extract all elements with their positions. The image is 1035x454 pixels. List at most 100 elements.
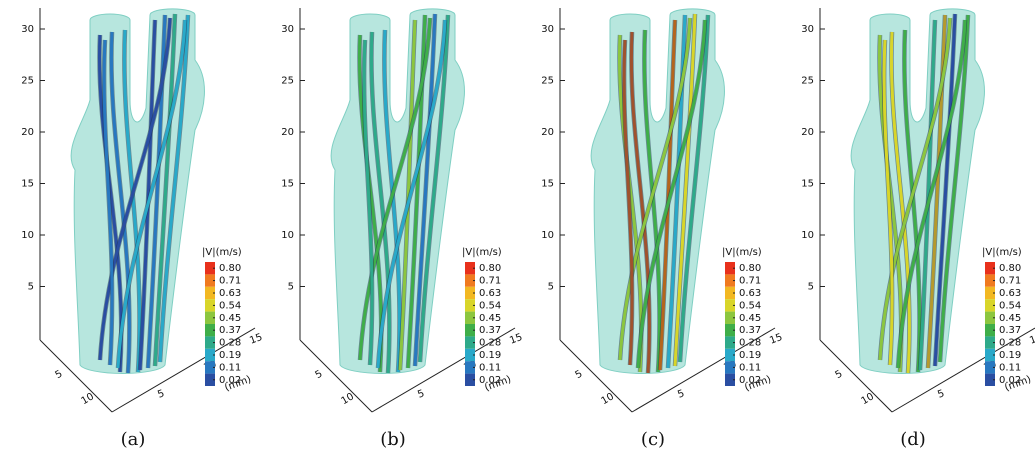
colorbar-swatch [725, 262, 735, 275]
z-tick-label: 20 [541, 127, 554, 138]
colorbar-title: |V|(m/s) [722, 247, 762, 258]
y-tick-label: 5 [314, 368, 325, 381]
colorbar-swatch [205, 348, 215, 362]
colorbar-swatch [985, 324, 995, 337]
colorbar-label: 0.28 [219, 338, 241, 349]
colorbar-label: 0.54 [219, 300, 241, 311]
colorbar-label: 0.45 [219, 313, 241, 324]
streamline [889, 31, 911, 374]
streamline [98, 17, 172, 361]
z-tick-label: 5 [288, 282, 294, 293]
colorbar-label: 0.80 [219, 263, 241, 274]
colorbar-swatch [205, 336, 215, 349]
z-tick-label: 10 [281, 230, 294, 241]
colorbar-label: 0.28 [739, 338, 761, 349]
colorbar-label: 0.45 [479, 313, 501, 324]
streamline [158, 14, 190, 363]
z-tick-label: 10 [541, 230, 554, 241]
z-tick-label: 5 [808, 282, 814, 293]
streamline [926, 14, 947, 369]
colorbar-swatch [985, 311, 995, 324]
colorbar-swatch [465, 348, 475, 362]
colorbar-swatch [725, 299, 735, 312]
colorbar-title: |V|(m/s) [462, 247, 502, 258]
colorbar-swatch [985, 262, 995, 275]
colorbar-label: 0.63 [219, 288, 241, 299]
x-tick-label: 5 [416, 388, 426, 401]
colorbar-label: 0.80 [479, 263, 501, 274]
streamline [896, 19, 967, 369]
colorbar-label: 0.45 [999, 313, 1021, 324]
colorbar-label: 0.19 [219, 350, 241, 361]
streamline [418, 14, 450, 363]
streamline [362, 39, 374, 366]
z-tick-label: 10 [801, 230, 814, 241]
streamline [678, 14, 710, 363]
streamline [138, 19, 157, 371]
streamline [636, 19, 707, 369]
y-tick-label: 5 [574, 368, 585, 381]
streamline [933, 13, 957, 367]
y-axis [39, 339, 113, 413]
streamline [369, 31, 391, 374]
colorbar-title: |V|(m/s) [202, 247, 242, 258]
z-tick-label: 30 [21, 24, 34, 35]
colorbar-label: 0.37 [739, 325, 761, 336]
colorbar-label: 0.19 [739, 350, 761, 361]
colorbar-swatch [725, 311, 735, 324]
streamline [629, 31, 651, 374]
streamline [622, 39, 634, 366]
colorbar-label: 0.54 [479, 300, 501, 311]
colorbar-swatch [205, 274, 215, 287]
colorbar-swatch [985, 299, 995, 312]
streamline [116, 19, 187, 369]
streamline [376, 19, 447, 369]
streamline [673, 13, 697, 367]
z-tick-label: 25 [541, 76, 554, 87]
colorbar-label: 0.80 [999, 263, 1021, 274]
z-tick-label: 20 [21, 127, 34, 138]
colorbar-swatch [725, 324, 735, 337]
z-tick-label: 15 [541, 179, 554, 190]
colorbar-swatch [725, 373, 735, 386]
streamline [918, 19, 937, 371]
x-tick-label: 5 [676, 388, 686, 401]
colorbar-label: 0.71 [479, 276, 501, 287]
panel: 5101520253051051015(mm)|V|(m/s)0.800.710… [281, 8, 524, 450]
colorbar-swatch [465, 361, 475, 374]
streamline [358, 17, 432, 361]
colorbar-swatch [465, 324, 475, 337]
x-axis [111, 327, 256, 413]
colorbar-label: 0.71 [999, 276, 1021, 287]
z-tick-label: 20 [801, 127, 814, 138]
colorbar-swatch [985, 348, 995, 362]
colorbar-swatch [725, 336, 735, 349]
colorbar-label: 0.11 [479, 362, 501, 373]
z-tick-label: 10 [21, 230, 34, 241]
y-tick-label: 5 [54, 368, 65, 381]
colorbar-swatch [205, 299, 215, 312]
colorbar-label: 0.37 [479, 325, 501, 336]
streamline [882, 39, 894, 366]
x-tick-label: 15 [248, 332, 264, 347]
y-axis [819, 339, 893, 413]
colorbar-swatch [205, 373, 215, 386]
colorbar-label: 0.11 [219, 362, 241, 373]
colorbar-label: 0.37 [999, 325, 1021, 336]
colorbar-title: |V|(m/s) [982, 247, 1022, 258]
colorbar-swatch [985, 373, 995, 386]
colorbar-swatch [465, 311, 475, 324]
colorbar-label: 0.63 [479, 288, 501, 299]
colorbar-swatch [205, 324, 215, 337]
streamline [658, 19, 677, 371]
colorbar-swatch [725, 286, 735, 300]
panel-label: (d) [900, 429, 926, 450]
streamline [406, 14, 427, 369]
panel: 5101520253051051015(mm)|V|(m/s)0.800.710… [21, 8, 264, 450]
colorbar-label: 0.02 [479, 375, 501, 386]
colorbar-label: 0.02 [739, 375, 761, 386]
x-tick-label: 5 [936, 388, 946, 401]
panel: 5101520253051051015(mm)|V|(m/s)0.800.710… [541, 8, 784, 450]
z-tick-label: 25 [21, 76, 34, 87]
colorbar-label: 0.54 [999, 300, 1021, 311]
